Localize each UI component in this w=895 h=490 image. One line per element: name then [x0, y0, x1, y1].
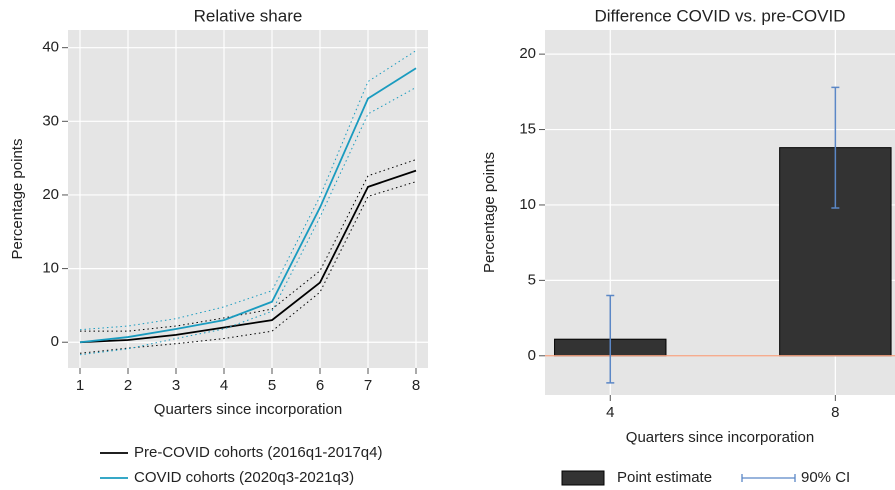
y-tick-label: 0: [528, 347, 536, 364]
chart-title: Difference COVID vs. pre-COVID: [595, 6, 846, 25]
error-bar: [831, 86, 840, 209]
plot-area: [68, 30, 428, 368]
chart-title: Relative share: [194, 6, 303, 25]
x-tick-label: 1: [76, 377, 84, 394]
y-tick-label: 20: [519, 45, 536, 62]
x-tick-label: 2: [124, 377, 132, 394]
y-tick-label: 20: [42, 186, 59, 203]
y-tick-label: 40: [42, 39, 59, 56]
y-tick-label: 15: [519, 121, 536, 138]
x-tick-label: 4: [220, 377, 228, 394]
legend-label: COVID cohorts (2020q3-2021q3): [134, 469, 354, 486]
y-tick-label: 5: [528, 271, 536, 288]
y-tick-label: 30: [42, 112, 59, 129]
x-tick-label: 4: [606, 404, 614, 421]
legend-swatch: [741, 474, 796, 482]
y-tick-label: 10: [519, 196, 536, 213]
x-tick-label: 6: [316, 377, 324, 394]
legend-label: Point estimate: [617, 469, 712, 486]
x-tick-label: 3: [172, 377, 180, 394]
legend-label: 90% CI: [801, 469, 850, 486]
x-tick-label: 7: [364, 377, 372, 394]
x-axis-label: Quarters since incorporation: [626, 429, 814, 446]
legend-label: Pre-COVID cohorts (2016q1-2017q4): [134, 444, 382, 461]
x-axis-label: Quarters since incorporation: [154, 401, 342, 418]
error-bar: [606, 294, 615, 384]
ci-line: [79, 87, 417, 356]
series-line: [79, 67, 417, 344]
x-tick-label: 8: [412, 377, 420, 394]
y-tick-label: 0: [51, 333, 59, 350]
ci-line: [79, 50, 417, 331]
y-axis-label: Percentage points: [9, 139, 26, 260]
legend-swatch: [561, 470, 605, 486]
y-axis-label: Percentage points: [481, 152, 498, 273]
x-tick-label: 5: [268, 377, 276, 394]
series-line: [79, 169, 417, 344]
y-tick-label: 10: [42, 260, 59, 277]
x-tick-label: 8: [831, 404, 839, 421]
